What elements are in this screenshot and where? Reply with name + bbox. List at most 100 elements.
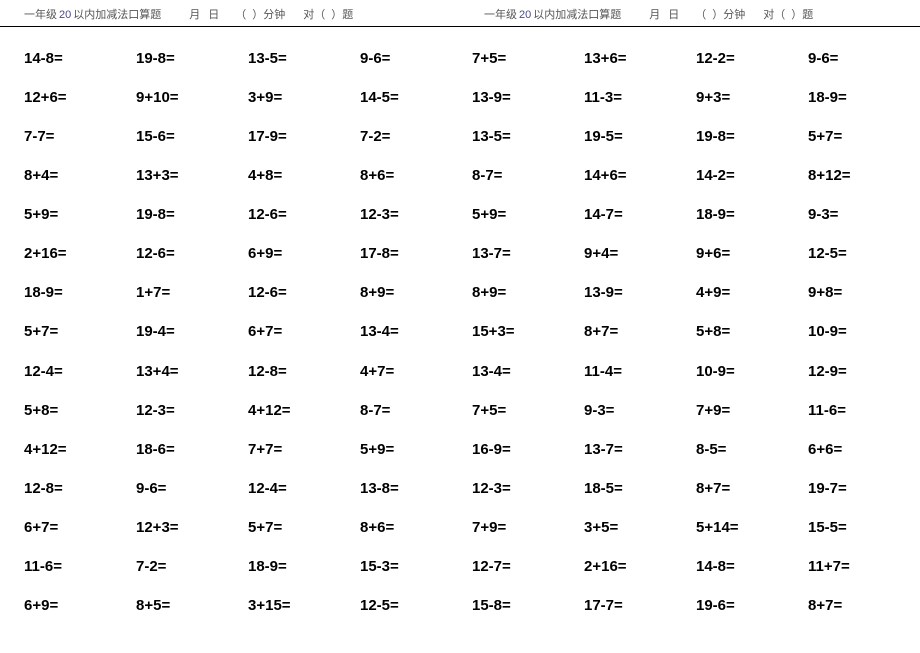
math-problem: 10-9= [696,352,808,391]
math-problem: 17-9= [248,117,360,156]
math-problem: 15-3= [360,547,472,586]
math-problem: 18-9= [808,78,920,117]
math-problem: 15-6= [136,117,248,156]
math-problem: 12-4= [24,352,136,391]
math-problem: 15+3= [472,312,584,351]
math-problem: 12-6= [136,234,248,273]
math-problem: 8+12= [808,156,920,195]
math-problem: 11-6= [24,547,136,586]
math-problem: 14+6= [584,156,696,195]
math-problem: 12-2= [696,39,808,78]
math-problem: 11-4= [584,352,696,391]
math-problem: 2+16= [584,547,696,586]
header-title-suffix: 以内加减法口算题 [73,6,161,22]
math-problem: 19-7= [808,469,920,508]
math-problem: 6+6= [808,430,920,469]
math-problem: 3+15= [248,586,360,625]
math-problem: 14-2= [696,156,808,195]
math-problem: 15-8= [472,586,584,625]
math-problem: 3+9= [248,78,360,117]
math-problem: 19-8= [136,39,248,78]
math-problem: 9+4= [584,234,696,273]
math-problem: 13-7= [472,234,584,273]
math-problem: 5+7= [248,508,360,547]
math-problem: 10-9= [808,312,920,351]
math-problem: 6+9= [24,586,136,625]
math-problem: 4+7= [360,352,472,391]
math-problem: 9+10= [136,78,248,117]
math-problem: 19-6= [696,586,808,625]
math-problem: 18-9= [24,273,136,312]
header-questions: ）题 [791,6,813,22]
math-problem: 8+4= [24,156,136,195]
header-row: 一年级 20 以内加减法口算题 月 日 （ ） 分钟 对（ ）题 一年级 20 … [0,0,920,27]
math-problem: 8-7= [360,391,472,430]
math-problem: 12-3= [472,469,584,508]
math-problem: 5+9= [24,195,136,234]
math-problem: 12+6= [24,78,136,117]
math-problem: 14-8= [24,39,136,78]
math-problem: 11-3= [584,78,696,117]
math-problem: 7+9= [696,391,808,430]
math-problem: 5+8= [696,312,808,351]
math-problem: 18-9= [248,547,360,586]
math-problem: 8+5= [136,586,248,625]
header-correct: 对（ [763,6,785,22]
math-problem: 5+7= [24,312,136,351]
header-title-suffix: 以内加减法口算题 [533,6,621,22]
math-problem: 12-4= [248,469,360,508]
header-paren-open: （ [695,6,706,22]
math-problem: 13-5= [472,117,584,156]
header-right: 一年级 20 以内加减法口算题 月 日 （ ） 分钟 对（ ）题 [460,6,920,22]
header-grade: 一年级 [484,6,517,22]
math-problem: 4+12= [24,430,136,469]
math-problem: 1+7= [136,273,248,312]
header-limit-num: 20 [59,9,71,21]
math-problem: 12-5= [360,586,472,625]
math-problem: 9-3= [584,391,696,430]
math-problem: 12-3= [136,391,248,430]
header-month: 月 [189,6,200,22]
math-problem: 7+5= [472,39,584,78]
math-problem: 17-8= [360,234,472,273]
math-problem: 13+3= [136,156,248,195]
math-problem: 13-8= [360,469,472,508]
math-problem: 2+16= [24,234,136,273]
math-problem: 12-5= [808,234,920,273]
math-problem: 8+7= [584,312,696,351]
math-problem: 12-7= [472,547,584,586]
math-problem: 13-4= [360,312,472,351]
math-problem: 9-6= [136,469,248,508]
math-problem: 4+12= [248,391,360,430]
math-problem: 8+9= [360,273,472,312]
math-problem: 9+3= [696,78,808,117]
math-problem: 13-4= [472,352,584,391]
math-problem: 13+4= [136,352,248,391]
math-problem: 7-2= [360,117,472,156]
math-problem: 9-6= [360,39,472,78]
math-problem: 14-8= [696,547,808,586]
math-problem: 6+9= [248,234,360,273]
worksheet-grid: 14-8=19-8=13-5=9-6=7+5=13+6=12-2=9-6=12+… [0,27,920,637]
math-problem: 18-5= [584,469,696,508]
math-problem: 12-9= [808,352,920,391]
math-problem: 5+8= [24,391,136,430]
header-grade: 一年级 [24,6,57,22]
math-problem: 7+7= [248,430,360,469]
math-problem: 12-6= [248,273,360,312]
math-problem: 11-6= [808,391,920,430]
header-correct: 对（ [303,6,325,22]
header-paren-close: ） [252,6,263,22]
math-problem: 17-7= [584,586,696,625]
math-problem: 7-7= [24,117,136,156]
math-problem: 8-5= [696,430,808,469]
header-paren-close: ） [712,6,723,22]
math-problem: 12-3= [360,195,472,234]
math-problem: 6+7= [24,508,136,547]
header-left: 一年级 20 以内加减法口算题 月 日 （ ） 分钟 对（ ）题 [0,6,460,22]
math-problem: 9+6= [696,234,808,273]
math-problem: 8+7= [808,586,920,625]
math-problem: 13-7= [584,430,696,469]
header-minutes: 分钟 [723,6,745,22]
header-day: 日 [668,6,679,22]
